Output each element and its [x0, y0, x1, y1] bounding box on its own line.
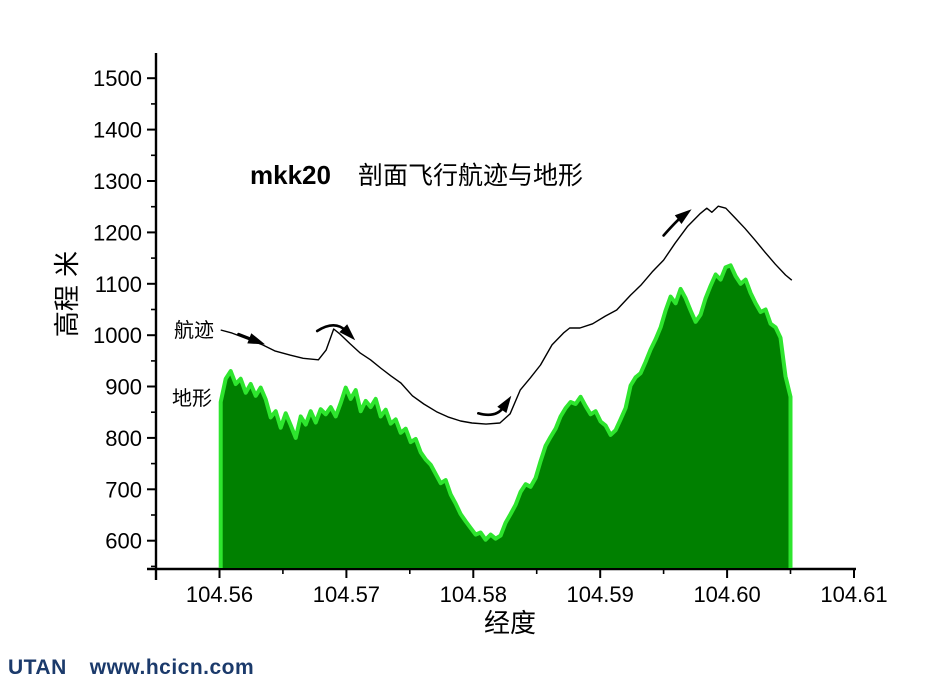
x-tick-label: 104.58 — [440, 582, 507, 607]
profile-chart: 600 700 800 900 1000 1100 1200 1300 1400 1500 104.… — [93, 53, 888, 607]
chart-title-prefix: mkk20 — [250, 160, 331, 190]
y-tick-label: 600 — [105, 529, 142, 554]
chart-title-text: 剖面飞行航迹与地形 — [357, 161, 583, 190]
track-series-label: 航迹 — [174, 318, 214, 342]
y-tick-label: 1500 — [93, 66, 142, 91]
track-direction-arrowhead — [247, 333, 266, 345]
y-tick-label: 800 — [105, 426, 142, 451]
y-tick-label: 900 — [105, 375, 142, 400]
y-tick-label: 1300 — [93, 169, 142, 194]
y-tick-label: 1000 — [93, 323, 142, 348]
track-direction-arrowhead — [497, 395, 512, 413]
y-tick-label: 1100 — [95, 272, 142, 297]
y-tick-label: 1200 — [93, 220, 142, 245]
x-axis-title: 经度 — [483, 609, 536, 639]
terrain-edge — [218, 263, 793, 568]
flight-track-line — [220, 205, 793, 425]
x-tick-label: 104.60 — [693, 582, 760, 607]
brand-text: UTAN — [8, 656, 67, 679]
chart-title: mkk20 剖面飞行航迹与地形 — [250, 156, 583, 192]
x-tick-label: 104.59 — [567, 582, 634, 607]
y-tick-label: 700 — [105, 477, 142, 502]
track-direction-arrowhead — [674, 209, 692, 224]
terrain-series-label: 地形 — [172, 386, 212, 410]
y-axis-title: 高程 米 — [53, 250, 83, 338]
x-tick-label: 104.57 — [313, 582, 380, 607]
track-direction-arrowhead — [339, 324, 356, 341]
terrain-area — [220, 265, 791, 568]
y-tick-label: 1400 — [93, 118, 142, 143]
watermark-footer: UTAN www.hcicn.com — [8, 656, 254, 680]
website-url: www.hcicn.com — [89, 656, 255, 679]
x-tick-label: 104.56 — [186, 582, 253, 607]
x-tick-label: 104.61 — [820, 582, 887, 607]
